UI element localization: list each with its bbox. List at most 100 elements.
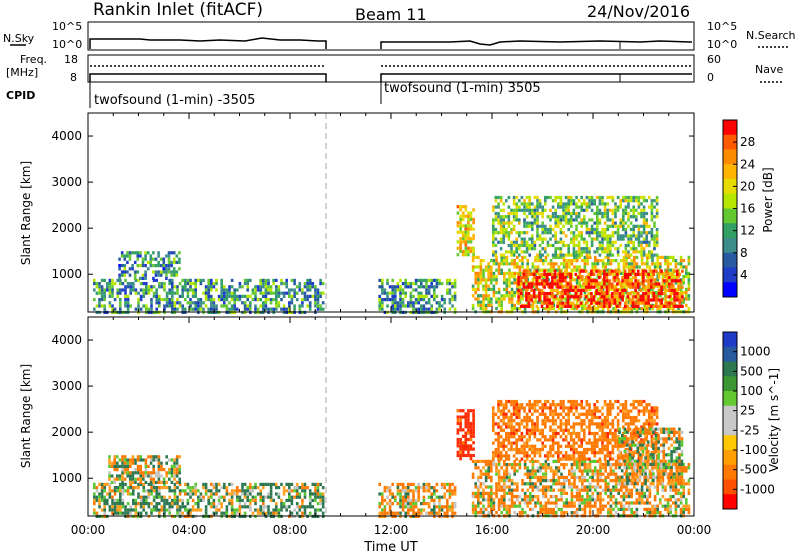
power-cell-6 (644, 301, 648, 305)
velocity-cell-4 (596, 491, 600, 495)
power-cell-2 (378, 278, 381, 282)
velocity-cell-4 (557, 475, 561, 479)
velocity-cell-4 (516, 485, 519, 489)
power-cell-0 (230, 307, 234, 311)
power-cell-6 (545, 272, 549, 276)
power-cell-0 (306, 278, 309, 282)
velocity-cell-4 (503, 463, 506, 467)
power-cell-0 (158, 285, 161, 289)
power-cell-2 (446, 278, 449, 282)
velocity-cell-0 (295, 486, 299, 490)
power-cell-4 (568, 259, 571, 263)
power-cell-2 (453, 285, 457, 289)
power-cell-5 (577, 253, 581, 257)
velocity-cell-0 (124, 482, 127, 486)
power-cell-2 (399, 278, 402, 282)
power-cell-5 (515, 202, 518, 206)
power-cell-5 (510, 208, 513, 212)
velocity-cell-2 (448, 489, 452, 493)
power-cell-1 (136, 257, 140, 261)
velocity-cell-4 (562, 488, 566, 492)
power-cell-5 (533, 218, 537, 222)
power-cell-4 (669, 294, 672, 298)
power-cell-2 (391, 285, 394, 289)
velocity-cell-4 (521, 511, 524, 515)
velocity-cell-0 (181, 511, 184, 515)
power-cell-5 (570, 231, 573, 235)
power-cell-1 (152, 276, 155, 280)
power-cell-2 (448, 298, 452, 302)
velocity-cell-0 (308, 495, 312, 499)
power-cell-6 (540, 272, 544, 276)
power-cell-5 (642, 208, 646, 212)
power-cell-5 (606, 243, 609, 248)
power-cell-5 (541, 237, 544, 241)
velocity-cell-4 (591, 469, 594, 473)
velocity-cell-4 (568, 501, 571, 505)
velocity-cell-2 (443, 505, 446, 509)
power-cell-3 (461, 230, 465, 234)
velocity-cell-0 (210, 489, 213, 493)
power-cell-1 (159, 273, 163, 277)
power-cell-5 (588, 199, 591, 203)
power-cell-5 (642, 218, 646, 222)
velocity-cell-4 (471, 472, 475, 476)
power-cell-6 (665, 288, 669, 292)
power-cell-5 (648, 250, 651, 254)
power-cell-2 (448, 291, 452, 295)
velocity-cell-4 (479, 472, 483, 476)
velocity-cell-2 (383, 508, 387, 512)
velocity-cell-4 (477, 459, 480, 463)
power-cell-5 (637, 227, 641, 232)
velocity-cell-0 (275, 482, 278, 486)
velocity-cell-0 (230, 489, 234, 493)
power-cell-2 (383, 291, 387, 295)
power-cell-5 (619, 237, 622, 241)
power-cell-0 (262, 282, 265, 286)
power-cell-6 (642, 292, 645, 296)
power-cell-6 (551, 282, 554, 286)
velocity-cell-2 (427, 482, 431, 486)
velocity-cell-4 (497, 482, 501, 486)
velocity-cell-4 (581, 507, 584, 511)
velocity-cell-0 (199, 508, 203, 512)
power-cell-6 (631, 304, 635, 308)
power-cell-6 (642, 295, 645, 299)
power-cell-5 (585, 250, 589, 254)
power-cell-0 (275, 307, 278, 311)
power-cell-4 (495, 268, 498, 272)
velocity-cell-0 (220, 495, 223, 499)
power-cell-5 (583, 247, 586, 251)
velocity-cell-0 (145, 495, 148, 499)
velocity-cell-0 (217, 489, 221, 493)
power-cell-5 (523, 205, 526, 209)
velocity-cell-2 (381, 502, 384, 506)
power-cell-0 (137, 278, 140, 282)
power-cell-6 (673, 295, 676, 299)
power-cell-2 (422, 304, 426, 308)
power-cell-4 (570, 262, 574, 266)
power-cell-4 (495, 278, 498, 282)
velocity-cell-4 (586, 463, 589, 467)
power-cell-5 (523, 237, 526, 241)
velocity-cell-2 (394, 495, 397, 499)
velocity-cell-4 (578, 498, 581, 502)
power-cell-5 (541, 227, 544, 232)
power-cell-6 (522, 285, 526, 289)
power-cell-5 (627, 195, 630, 200)
power-cell-6 (618, 295, 622, 299)
power-cell-0 (194, 278, 197, 282)
power-ytick-label: 2000 (51, 221, 82, 235)
power-cell-5 (523, 202, 526, 206)
power-cell-1 (157, 270, 160, 274)
power-cell-0 (280, 282, 283, 286)
power-cell-2 (451, 304, 454, 308)
velocity-cell-4 (570, 511, 574, 515)
velocity-cell-0 (142, 505, 145, 509)
power-cell-5 (606, 250, 609, 254)
power-cell-4 (557, 275, 561, 279)
velocity-cell-0 (100, 486, 104, 490)
velocity-cell-2 (438, 511, 441, 515)
power-cell-5 (601, 247, 604, 251)
power-cell-6 (603, 282, 606, 286)
